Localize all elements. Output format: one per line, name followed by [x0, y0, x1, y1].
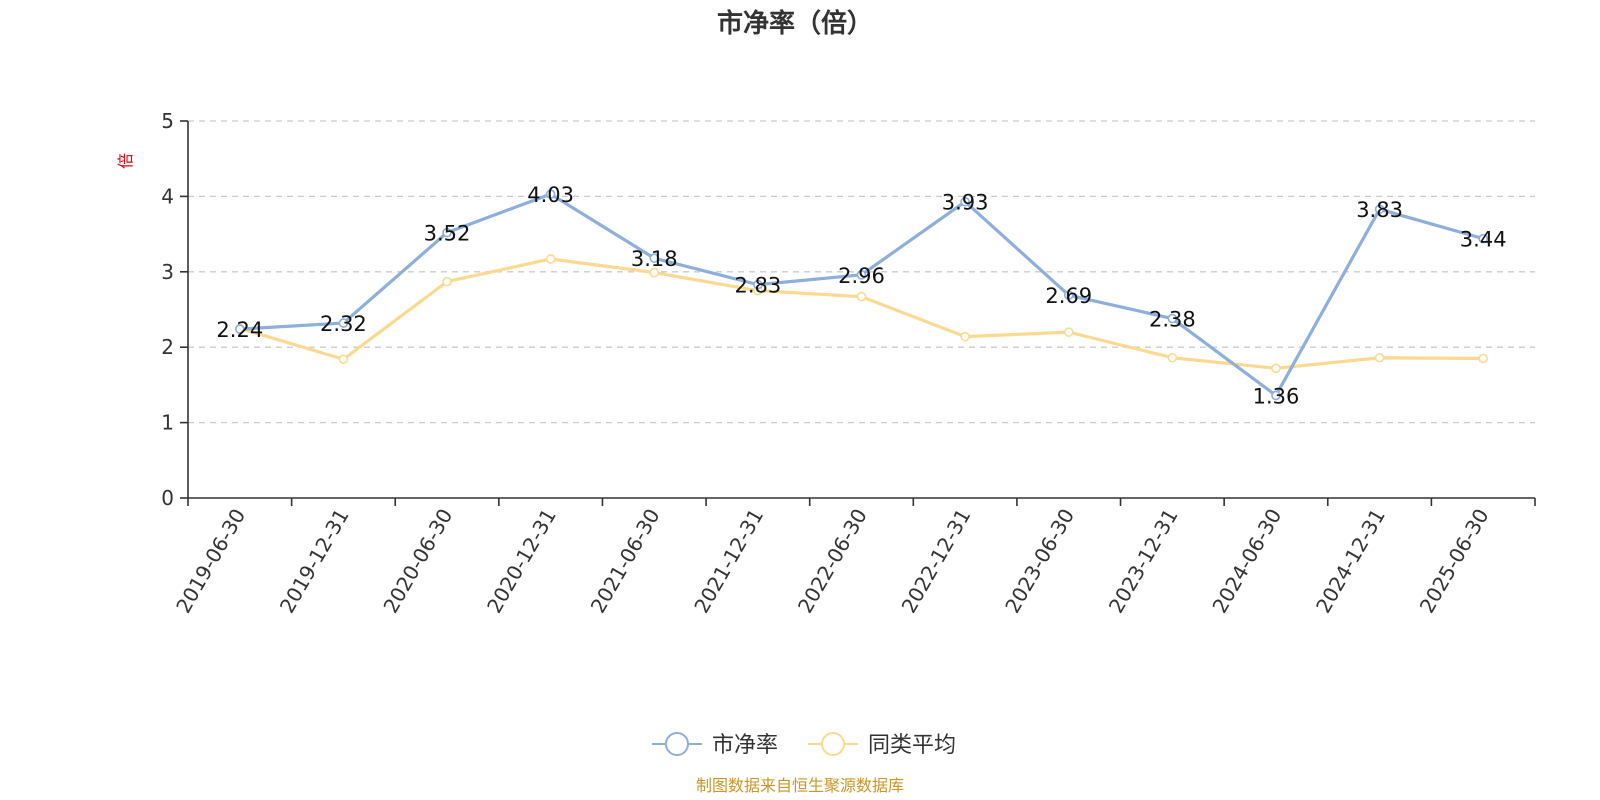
legend: 市净率 同类平均 [652, 732, 956, 758]
data-point [1271, 363, 1281, 374]
y-tick-label: 0 [161, 486, 174, 510]
data-label: 3.44 [1460, 228, 1507, 252]
y-tick-label: 4 [161, 184, 174, 208]
data-point [649, 253, 660, 264]
data-point [960, 331, 970, 342]
y-axis-label: 倍 [116, 153, 135, 169]
data-label: 4.03 [527, 183, 574, 207]
x-tick-label: 2020-06-30 [378, 505, 457, 618]
data-point [1374, 204, 1385, 215]
x-tick-label: 2024-12-31 [1311, 505, 1390, 618]
x-tick-label: 2024-06-30 [1207, 505, 1286, 618]
x-tick-label: 2019-12-31 [275, 505, 354, 618]
data-point [235, 324, 245, 334]
y-tick-label: 1 [161, 411, 174, 435]
data-label: 3.93 [942, 191, 989, 215]
data-point [442, 276, 452, 287]
x-tick-label: 2021-06-30 [586, 505, 665, 618]
data-point [1271, 390, 1281, 401]
legend-label: 同类平均 [868, 733, 956, 758]
x-tick-label: 2023-12-31 [1104, 505, 1183, 618]
legend-marker [821, 732, 845, 756]
data-point [1167, 313, 1178, 324]
source-note: 制图数据来自恒生聚源数据库 [696, 776, 904, 795]
data-point [753, 279, 763, 290]
data-label: 2.83 [735, 274, 782, 298]
x-tick-label: 2022-06-30 [793, 505, 872, 618]
y-tick-label: 5 [161, 109, 174, 133]
data-label: 2.24 [216, 318, 263, 342]
data-label: 2.69 [1045, 284, 1092, 308]
data-point [1374, 352, 1385, 363]
data-label: 3.18 [631, 247, 678, 271]
legend-marker [665, 732, 689, 756]
data-point [1063, 327, 1074, 337]
data-point [1478, 353, 1488, 364]
series-lines [235, 189, 1488, 401]
data-point [545, 254, 556, 264]
data-labels: 2.24 2.32 3.52 4.03 3.18 2.83 2.96 3.93 2.69 2.38… [216, 183, 1506, 408]
x-tick-label: 2025-06-30 [1415, 505, 1494, 618]
data-point [1167, 352, 1178, 363]
data-label: 1.36 [1253, 384, 1300, 408]
data-point [545, 189, 556, 199]
data-point [856, 291, 867, 302]
x-tick-label: 2022-12-31 [897, 505, 976, 618]
data-point [338, 318, 349, 328]
y-tick-label: 2 [161, 335, 174, 359]
legend-label: 市净率 [712, 733, 778, 758]
x-tick-label: 2021-12-31 [689, 505, 768, 618]
data-point [1478, 233, 1488, 244]
data-label: 2.38 [1149, 308, 1196, 332]
data-label: 3.83 [1356, 198, 1403, 222]
data-point [856, 270, 867, 280]
y-tick-label: 3 [161, 260, 174, 284]
x-tick-label: 2020-12-31 [482, 505, 561, 618]
data-point [960, 196, 970, 207]
x-tick-label: 2023-06-30 [1000, 505, 1079, 618]
data-label: 2.96 [838, 264, 885, 288]
data-label: 2.32 [320, 312, 367, 336]
data-point [338, 354, 349, 365]
data-point [442, 227, 452, 238]
data-point [649, 267, 660, 278]
chart-title: 市净率（倍） [717, 8, 873, 39]
data-point [1063, 290, 1074, 300]
data-label: 3.52 [424, 222, 471, 246]
x-tick-label: 2019-06-30 [171, 505, 250, 618]
